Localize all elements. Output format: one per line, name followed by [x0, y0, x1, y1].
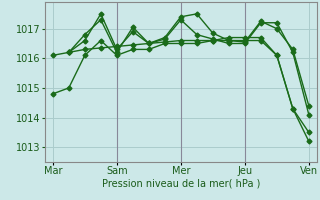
X-axis label: Pression niveau de la mer( hPa ): Pression niveau de la mer( hPa ) [102, 179, 260, 189]
